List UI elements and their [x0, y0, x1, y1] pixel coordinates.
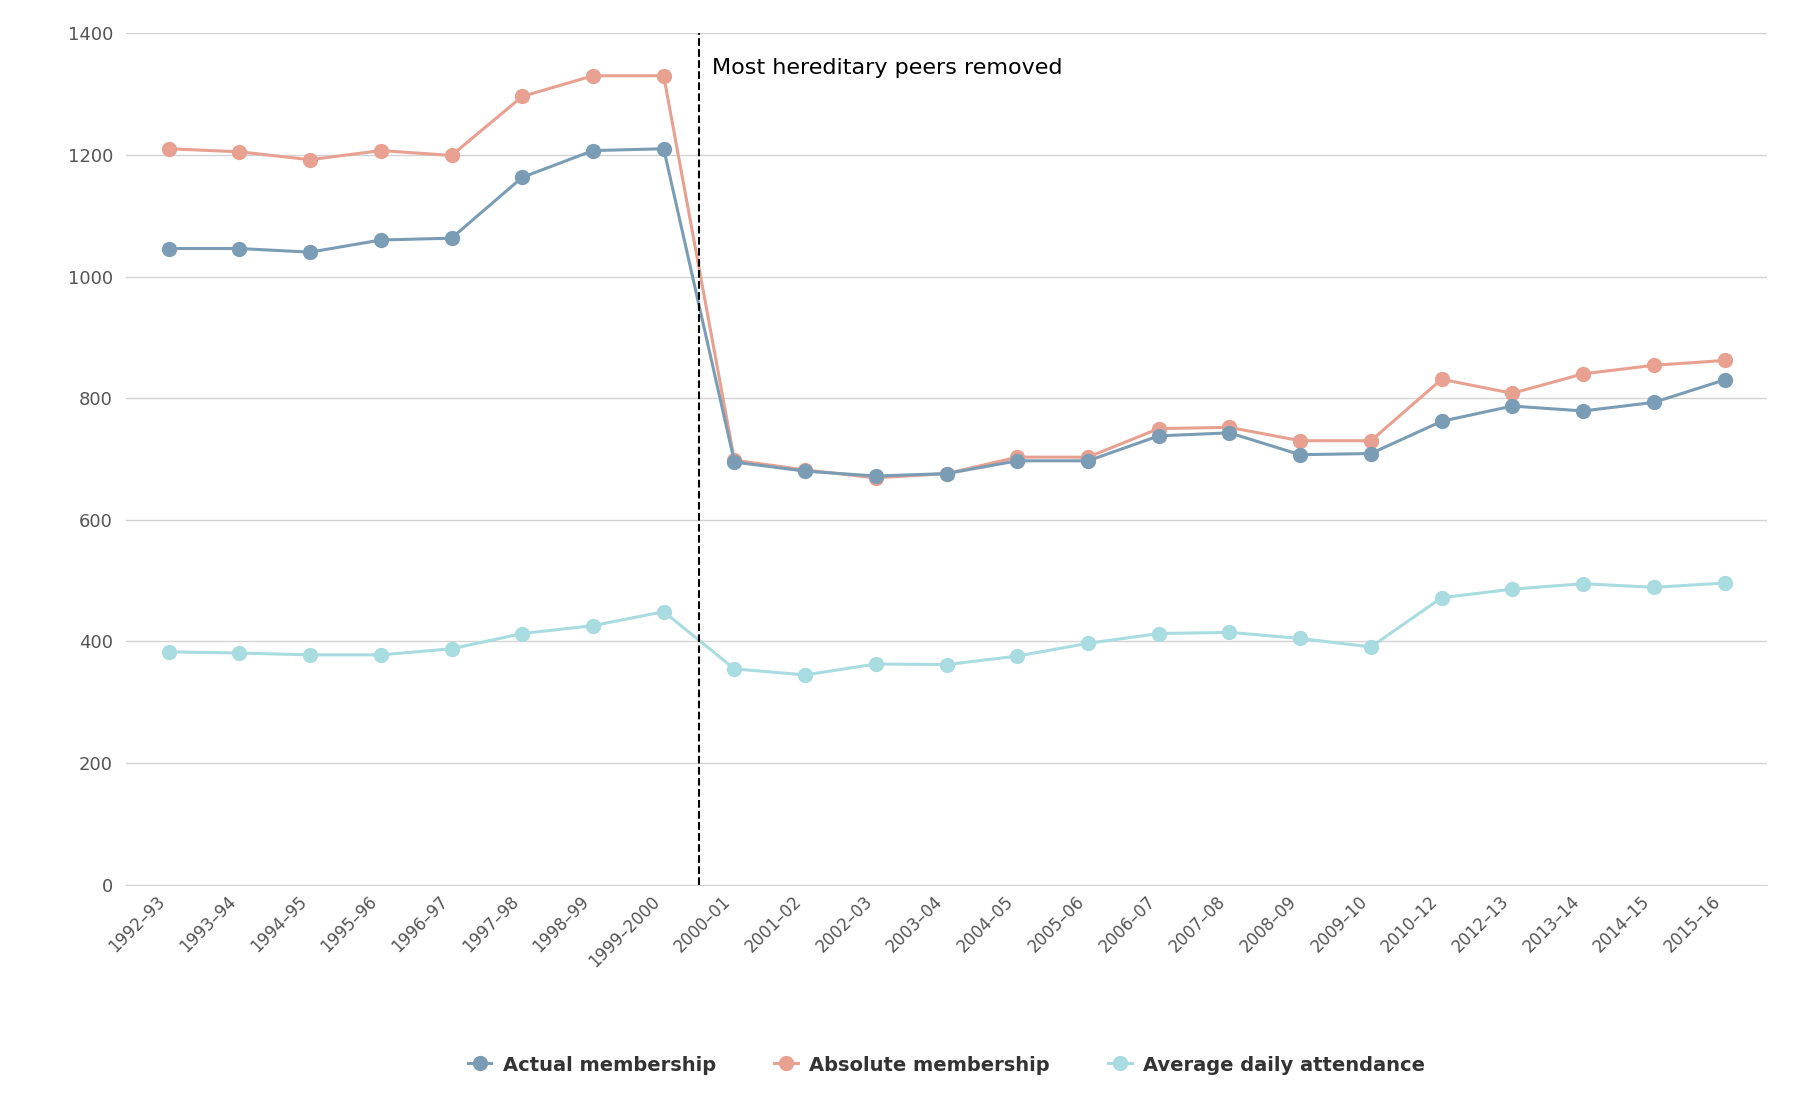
Absolute membership — [370, 144, 391, 157]
Absolute membership — [723, 453, 745, 467]
Actual membership — [1289, 448, 1311, 461]
Actual membership — [795, 465, 817, 478]
Actual membership — [1149, 429, 1170, 442]
Average daily attendance — [1572, 577, 1594, 591]
Average daily attendance — [795, 668, 817, 681]
Absolute membership — [512, 90, 534, 103]
Average daily attendance — [653, 605, 674, 618]
Absolute membership — [795, 463, 817, 477]
Absolute membership — [1643, 358, 1664, 372]
Absolute membership — [1359, 435, 1381, 448]
Actual membership — [1713, 374, 1734, 387]
Absolute membership — [1149, 422, 1170, 436]
Absolute membership — [1572, 367, 1594, 380]
Actual membership — [299, 246, 321, 259]
Actual membership — [440, 231, 462, 244]
Actual membership — [1219, 426, 1240, 439]
Absolute membership — [1713, 354, 1734, 367]
Absolute membership — [299, 153, 321, 166]
Average daily attendance — [299, 648, 321, 661]
Legend: Actual membership, Absolute membership, Average daily attendance: Actual membership, Absolute membership, … — [460, 1047, 1433, 1083]
Actual membership — [865, 469, 887, 482]
Actual membership — [1076, 455, 1098, 468]
Actual membership — [1432, 415, 1453, 428]
Average daily attendance — [512, 627, 534, 640]
Actual membership — [936, 467, 957, 480]
Absolute membership — [1219, 420, 1240, 434]
Actual membership — [582, 144, 604, 157]
Average daily attendance — [1289, 632, 1311, 645]
Absolute membership — [229, 145, 251, 158]
Actual membership — [159, 242, 180, 255]
Actual membership — [1572, 405, 1594, 418]
Average daily attendance — [1432, 591, 1453, 604]
Absolute membership — [1432, 373, 1453, 386]
Average daily attendance — [229, 646, 251, 659]
Average daily attendance — [1076, 637, 1098, 650]
Absolute membership — [936, 467, 957, 480]
Average daily attendance — [1219, 626, 1240, 639]
Absolute membership — [865, 471, 887, 484]
Actual membership — [512, 170, 534, 184]
Average daily attendance — [440, 643, 462, 656]
Average daily attendance — [1149, 627, 1170, 640]
Actual membership — [1359, 447, 1381, 460]
Line: Actual membership: Actual membership — [162, 142, 1731, 483]
Average daily attendance — [1643, 581, 1664, 594]
Average daily attendance — [723, 662, 745, 676]
Actual membership — [653, 143, 674, 156]
Absolute membership — [1289, 435, 1311, 448]
Average daily attendance — [1713, 576, 1734, 589]
Average daily attendance — [370, 648, 391, 661]
Average daily attendance — [936, 658, 957, 671]
Line: Absolute membership: Absolute membership — [162, 69, 1731, 484]
Absolute membership — [653, 69, 674, 83]
Actual membership — [1643, 396, 1664, 409]
Absolute membership — [1076, 450, 1098, 463]
Absolute membership — [159, 143, 180, 156]
Actual membership — [1502, 399, 1524, 413]
Average daily attendance — [1359, 640, 1381, 654]
Average daily attendance — [159, 645, 180, 658]
Average daily attendance — [1006, 649, 1028, 662]
Absolute membership — [1502, 387, 1524, 400]
Absolute membership — [1006, 450, 1028, 463]
Average daily attendance — [582, 619, 604, 633]
Actual membership — [723, 456, 745, 469]
Text: Most hereditary peers removed: Most hereditary peers removed — [712, 58, 1062, 77]
Absolute membership — [440, 149, 462, 163]
Line: Average daily attendance: Average daily attendance — [162, 576, 1731, 682]
Actual membership — [1006, 455, 1028, 468]
Average daily attendance — [1502, 583, 1524, 596]
Absolute membership — [582, 69, 604, 83]
Actual membership — [229, 242, 251, 255]
Actual membership — [370, 233, 391, 247]
Average daily attendance — [865, 657, 887, 670]
